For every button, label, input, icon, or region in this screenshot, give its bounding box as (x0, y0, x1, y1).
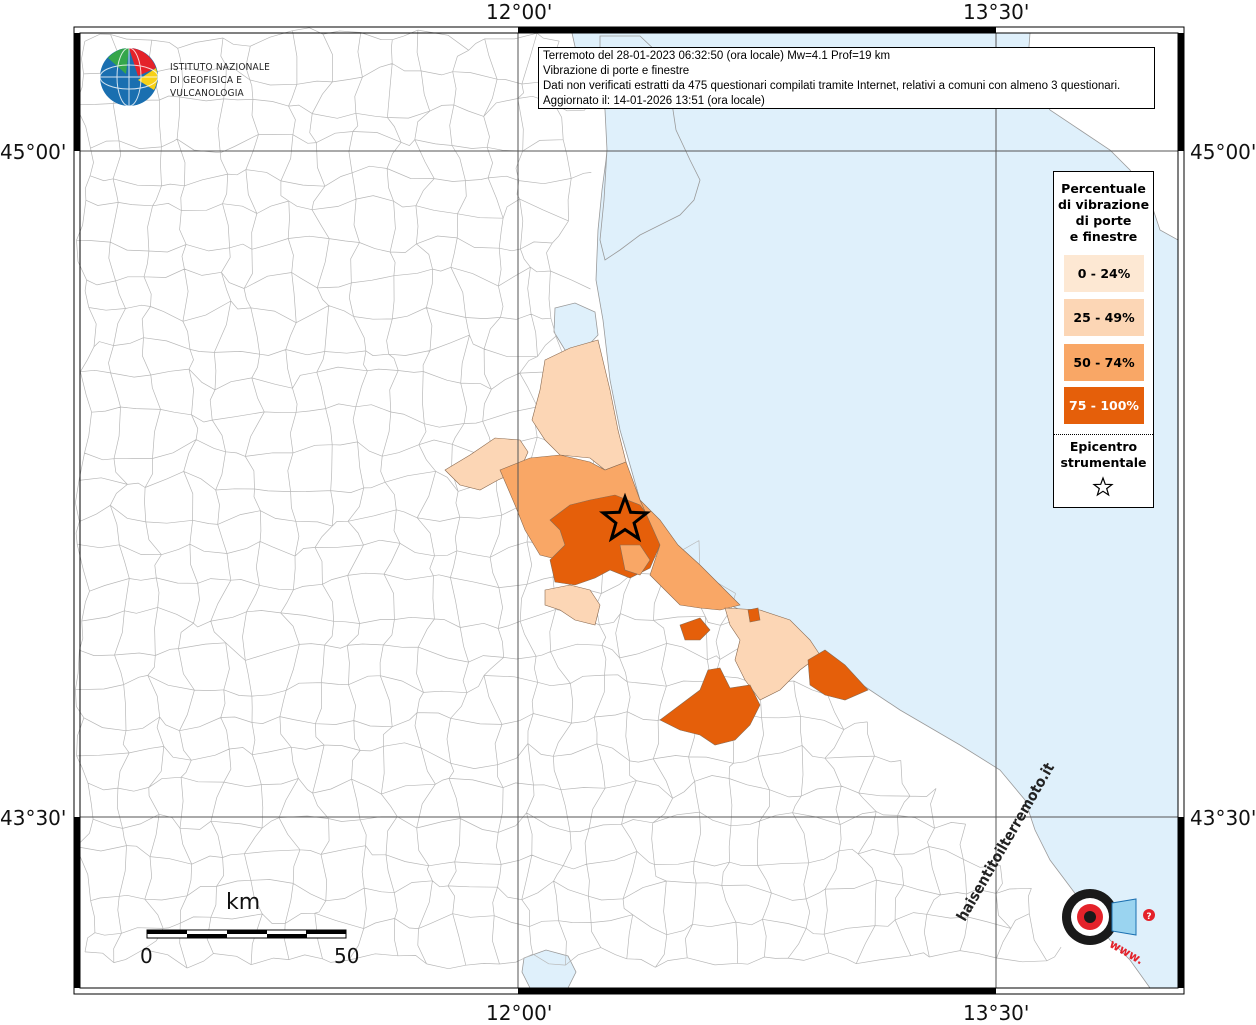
legend-separator (1054, 434, 1153, 435)
zone-pesaro (807, 649, 869, 701)
scale-min: 0 (140, 944, 153, 968)
svg-text:?: ? (1146, 912, 1151, 922)
scale-unit: km (226, 890, 261, 915)
zone-rimini (724, 607, 821, 701)
legend-epicenter-line: Epicentro (1069, 439, 1138, 454)
event-info-box: Terremoto del 28-01-2023 06:32:50 (ora l… (538, 47, 1155, 109)
scale-max: 50 (334, 944, 360, 968)
legend-class-0-24: 0 - 24% (1064, 255, 1144, 292)
lat-label-left-lower: 43°30' (0, 806, 67, 830)
frame-ticks (74, 27, 1184, 994)
legend-class-50-74: 50 - 74% (1064, 344, 1144, 381)
lat-label-right-lower: 43°30' (1190, 806, 1256, 830)
legend-title-line: Percentuale (1061, 181, 1146, 196)
ingv-logo: ISTITUTO NAZIONALE DI GEOFISICA E VULCAN… (98, 46, 318, 108)
lon-label-bottom-left: 12°00' (486, 1001, 553, 1025)
zone-gabicce (747, 607, 761, 623)
ingv-name-line2: DI GEOFISICA E VULCANOLOGIA (170, 75, 244, 99)
legend: Percentuale di vibrazione di porte e fin… (1053, 171, 1154, 508)
scale-bar (146, 929, 347, 939)
lon-label-top-right: 13°30' (963, 0, 1030, 24)
legend-title-line: e finestre (1069, 229, 1138, 244)
zone-cesenatico (639, 499, 741, 611)
event-line: Terremoto del 28-01-2023 06:32:50 (ora l… (543, 50, 891, 62)
legend-epicenter-label: Epicentro strumentale (1054, 439, 1153, 471)
zone-bertinoro (544, 584, 601, 626)
epicenter-star-icon (598, 492, 652, 543)
zone-urbino (659, 667, 761, 746)
haisentito-logo: ? haisentitoilterremoto.it www. (953, 760, 1168, 975)
legend-title: Percentuale di vibrazione di porte e fin… (1054, 181, 1153, 245)
legend-epicenter-line: strumentale (1060, 455, 1147, 470)
updated-line: Aggiornato il: 14-01-2026 13:51 (ora loc… (543, 95, 765, 107)
legend-class-75-100: 75 - 100% (1064, 387, 1144, 424)
lake-trasimeno (521, 949, 577, 989)
legend-title-line: di porte (1075, 213, 1132, 228)
frame-outer (73, 26, 1185, 995)
data-source-line: Dati non verificati estratti da 475 ques… (543, 80, 1121, 92)
lon-label-bottom-right: 13°30' (963, 1001, 1030, 1025)
lat-label-left-upper: 45°00' (0, 140, 67, 164)
ingv-name-line1: ISTITUTO NAZIONALE (170, 62, 270, 73)
legend-class-25-49: 25 - 49% (1064, 299, 1144, 336)
ingv-globe-icon (99, 47, 159, 107)
zone-forlimpopoli (619, 544, 651, 576)
zone-sogliano (679, 617, 711, 641)
graticule (80, 33, 1178, 988)
haisentito-target-icon: ? (1062, 889, 1155, 945)
lat-label-right-upper: 45°00' (1190, 140, 1256, 164)
legend-title-line: di vibrazione (1057, 197, 1150, 212)
parameter-line: Vibrazione di porte e finestre (543, 65, 690, 77)
lon-label-top-left: 12°00' (486, 0, 553, 24)
legend-star-icon (1092, 476, 1114, 497)
intensity-zones (444, 339, 869, 746)
